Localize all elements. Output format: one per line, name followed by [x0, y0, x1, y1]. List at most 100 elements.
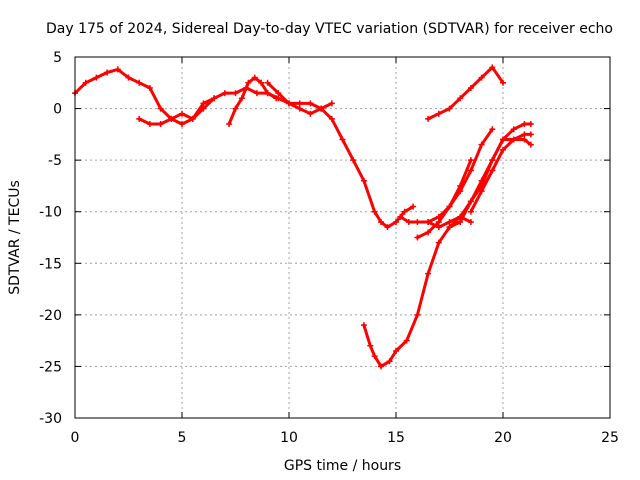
- data-point: [286, 100, 292, 107]
- data-point: [435, 239, 442, 246]
- data-point: [527, 141, 534, 148]
- series-track-a: [136, 95, 218, 128]
- series-track-i: [467, 131, 534, 215]
- data-point: [446, 224, 453, 231]
- data-point: [318, 105, 325, 112]
- y-axis-label: SDTVAR / TECUs: [7, 180, 23, 295]
- data-point: [264, 90, 271, 97]
- data-point: [211, 95, 218, 102]
- data-point: [478, 188, 485, 195]
- data-point: [478, 74, 485, 81]
- data-point: [328, 115, 335, 122]
- data-point: [401, 208, 408, 215]
- series-track-g: [425, 126, 496, 226]
- y-tick-label: 0: [53, 102, 62, 118]
- data-point: [384, 224, 391, 231]
- data-point: [457, 188, 464, 195]
- data-point: [146, 84, 153, 91]
- data-point: [435, 219, 442, 226]
- plot-border: [74, 56, 611, 419]
- data-point: [371, 353, 378, 360]
- data-point: [232, 90, 239, 97]
- x-axis-label: GPS time / hours: [284, 458, 401, 474]
- data-point: [125, 74, 132, 81]
- series-track-e: [360, 121, 534, 370]
- series-track-b: [226, 74, 280, 128]
- data-point: [489, 64, 496, 71]
- data-point: [307, 100, 314, 107]
- series-line: [73, 67, 415, 229]
- data-point: [136, 115, 143, 122]
- data-point: [232, 105, 239, 112]
- data-point: [157, 121, 164, 128]
- data-point: [467, 167, 474, 174]
- data-point: [386, 358, 393, 365]
- data-point: [510, 136, 517, 143]
- series-line: [227, 76, 278, 126]
- x-tick-label: 0: [71, 430, 80, 446]
- data-point: [114, 66, 121, 73]
- y-tick-label: -10: [39, 205, 62, 221]
- data-point: [478, 141, 485, 148]
- data-point: [104, 69, 111, 76]
- data-point: [136, 79, 143, 86]
- series-track-c: [264, 79, 335, 117]
- data-point: [435, 224, 442, 231]
- data-point: [527, 121, 534, 128]
- data-point: [467, 198, 474, 205]
- data-point: [339, 136, 346, 143]
- data-point: [238, 95, 245, 102]
- data-point: [446, 105, 453, 112]
- data-point: [425, 219, 432, 226]
- data-point: [425, 270, 432, 277]
- data-point: [521, 131, 528, 138]
- data-point: [378, 219, 385, 226]
- series-track-main: [72, 66, 417, 231]
- data-point: [435, 110, 442, 117]
- data-point: [397, 213, 404, 220]
- data-point: [93, 74, 100, 81]
- data-point: [414, 234, 421, 241]
- data-point: [221, 90, 228, 97]
- x-tick-label: 10: [280, 430, 298, 446]
- y-tick-label: -30: [39, 411, 62, 427]
- y-tick-label: 5: [53, 50, 62, 66]
- data-point: [200, 105, 207, 112]
- data-point: [350, 157, 357, 164]
- data-point: [446, 219, 453, 226]
- data-point: [521, 136, 528, 143]
- data-point: [275, 90, 282, 97]
- data-point: [328, 100, 335, 107]
- data-point: [168, 115, 175, 122]
- x-tick-label: 25: [601, 430, 619, 446]
- y-tick-label: -5: [48, 153, 62, 169]
- data-point: [403, 337, 410, 344]
- data-point: [457, 213, 464, 220]
- x-tick-label: 15: [387, 430, 405, 446]
- data-point: [489, 157, 496, 164]
- data-point: [371, 208, 378, 215]
- data-point: [367, 342, 374, 349]
- data-point: [307, 110, 314, 117]
- data-point: [527, 131, 534, 138]
- series-track-f: [414, 157, 474, 241]
- data-point: [245, 79, 252, 86]
- data-point: [500, 79, 506, 86]
- data-point: [500, 146, 506, 153]
- y-axis-ticks: 5 0 -5 -10 -15 -20 -25 -30: [39, 50, 610, 427]
- data-point: [258, 79, 265, 86]
- data-point: [360, 322, 367, 329]
- y-tick-label: -20: [39, 308, 62, 324]
- data-point: [489, 126, 496, 133]
- data-point: [467, 84, 474, 91]
- data-point: [446, 203, 453, 210]
- data-point: [405, 219, 412, 226]
- data-point: [296, 100, 303, 107]
- data-point: [273, 95, 280, 102]
- data-point: [467, 157, 474, 164]
- data-point: [393, 219, 399, 226]
- data-point: [360, 177, 367, 184]
- chart-title: Day 175 of 2024, Sidereal Day-to-day VTE…: [46, 21, 613, 37]
- y-tick-label: -15: [39, 256, 62, 272]
